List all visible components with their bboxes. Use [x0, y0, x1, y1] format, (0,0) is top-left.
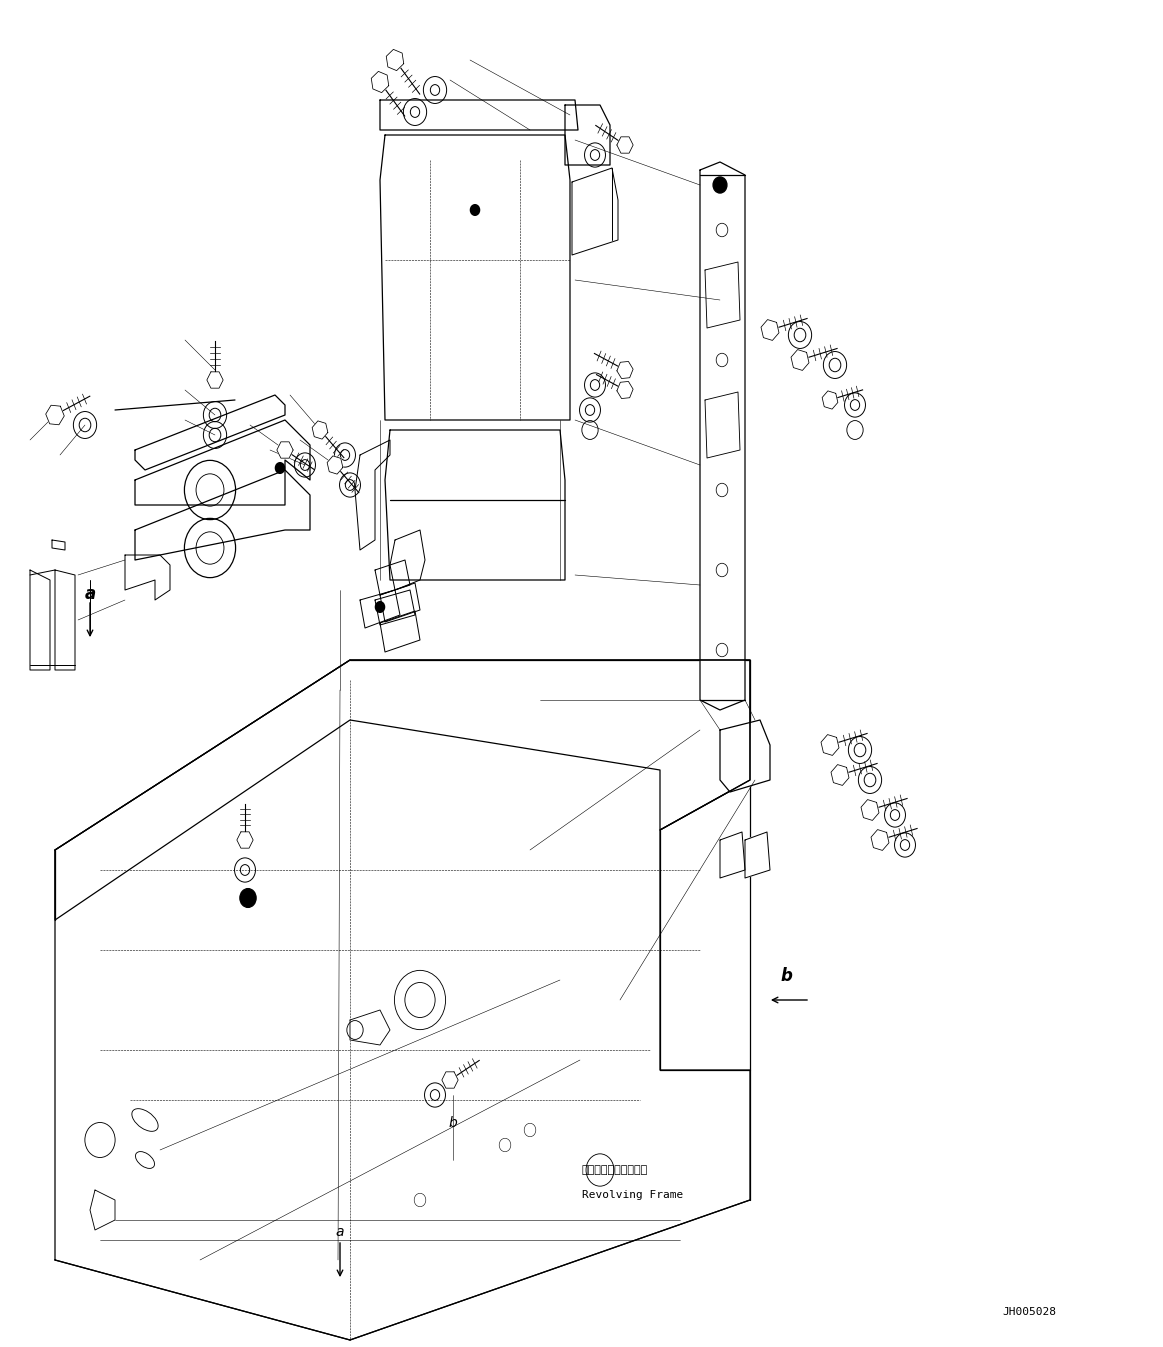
Polygon shape: [327, 455, 343, 474]
Polygon shape: [135, 420, 311, 505]
Ellipse shape: [131, 1109, 158, 1131]
Polygon shape: [207, 372, 223, 388]
Polygon shape: [386, 50, 404, 70]
Text: レボルビングフレーム: レボルビングフレーム: [582, 1165, 648, 1175]
Polygon shape: [791, 350, 809, 370]
Polygon shape: [135, 470, 311, 560]
Polygon shape: [237, 832, 254, 849]
Polygon shape: [374, 590, 415, 625]
Text: a: a: [85, 585, 95, 603]
Text: b: b: [780, 967, 792, 985]
Polygon shape: [380, 583, 420, 622]
Polygon shape: [705, 392, 740, 458]
Polygon shape: [355, 440, 390, 550]
Polygon shape: [705, 263, 740, 329]
Polygon shape: [135, 395, 285, 470]
Polygon shape: [700, 162, 745, 710]
Polygon shape: [822, 391, 837, 409]
Polygon shape: [350, 1010, 390, 1045]
Polygon shape: [312, 420, 328, 439]
Polygon shape: [380, 612, 420, 652]
Text: JH005028: JH005028: [1003, 1308, 1056, 1317]
Polygon shape: [385, 430, 565, 581]
Circle shape: [240, 889, 256, 908]
Polygon shape: [616, 361, 633, 379]
Circle shape: [713, 176, 727, 193]
Circle shape: [376, 602, 385, 613]
Polygon shape: [361, 590, 400, 628]
Polygon shape: [745, 832, 770, 878]
Circle shape: [470, 205, 479, 216]
Polygon shape: [616, 381, 633, 399]
Polygon shape: [124, 555, 170, 599]
Polygon shape: [30, 570, 50, 669]
Polygon shape: [374, 560, 411, 595]
Polygon shape: [390, 529, 424, 590]
Polygon shape: [55, 660, 750, 1340]
Polygon shape: [821, 734, 839, 756]
Polygon shape: [871, 830, 889, 850]
Text: Revolving Frame: Revolving Frame: [582, 1189, 683, 1200]
Polygon shape: [380, 135, 570, 420]
Text: b: b: [449, 1117, 457, 1130]
Polygon shape: [565, 105, 611, 164]
Polygon shape: [371, 71, 388, 93]
Circle shape: [276, 462, 285, 473]
Polygon shape: [55, 570, 74, 669]
Polygon shape: [45, 405, 64, 424]
Polygon shape: [277, 442, 293, 458]
Polygon shape: [616, 137, 633, 154]
Polygon shape: [442, 1072, 458, 1088]
Polygon shape: [720, 721, 770, 792]
Polygon shape: [55, 660, 750, 920]
Polygon shape: [720, 832, 745, 878]
Polygon shape: [380, 100, 578, 131]
Polygon shape: [761, 319, 779, 341]
Polygon shape: [861, 800, 879, 820]
Polygon shape: [572, 168, 618, 255]
Polygon shape: [52, 540, 65, 550]
Text: a: a: [336, 1224, 344, 1239]
Polygon shape: [90, 1189, 115, 1230]
Ellipse shape: [135, 1152, 155, 1168]
Polygon shape: [832, 765, 849, 785]
